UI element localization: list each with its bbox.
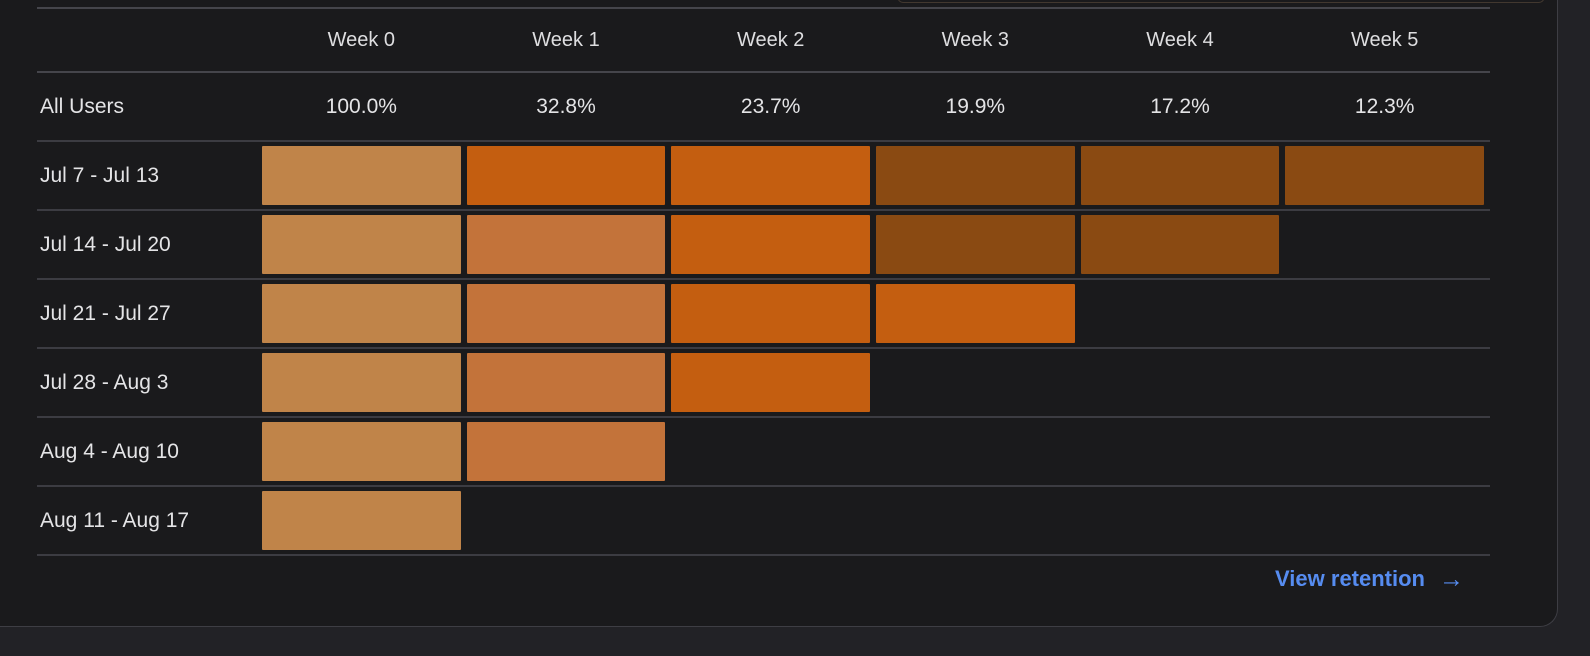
cohort-retention-table: Week 0 Week 1 Week 2 Week 3 Week 4 Week 5 All… [37,7,1490,620]
retention-cell[interactable] [466,215,666,274]
retention-cell[interactable] [1080,215,1280,274]
week-header: Week 4 [1146,28,1214,51]
retention-cell[interactable] [466,353,666,412]
retention-cell[interactable] [262,146,461,205]
retention-cell[interactable] [262,215,461,274]
retention-cell[interactable] [262,491,461,550]
retention-cell[interactable] [262,422,461,481]
cutoff-control-bottom [897,0,1545,3]
cohort-label: Jul 7 - Jul 13 [40,163,160,187]
week-header: Week 1 [532,28,600,51]
retention-cell[interactable] [262,353,461,412]
retention-percentage: 19.9% [945,94,1006,118]
cohort-label: Aug 11 - Aug 17 [40,508,190,532]
retention-percentage: 23.7% [740,94,801,118]
retention-percentage: 17.2% [1150,94,1210,118]
week-header: Week 0 [327,28,396,51]
retention-cell[interactable] [671,215,870,274]
retention-cell[interactable] [1285,146,1484,205]
arrow-right-icon: → [1439,564,1464,593]
retention-percentage: 32.8% [536,94,596,118]
all-users-row: All Users 100.0% 32.8% 23.7% 19.9% 17.2% 12.3… [37,73,1490,142]
view-retention-label: View retention [1275,566,1425,591]
retention-cell[interactable] [671,284,870,343]
retention-cell[interactable] [671,353,870,412]
retention-cell[interactable] [262,284,461,343]
retention-cell[interactable] [1080,146,1280,205]
view-retention-link[interactable]: View retention → [1275,566,1464,592]
footer-row: View retention → [37,556,1490,620]
cohort-row: Jul 28 - Aug 3 [37,349,1490,418]
retention-cell[interactable] [876,146,1075,205]
retention-cell[interactable] [876,284,1075,343]
retention-card: Week 0 Week 1 Week 2 Week 3 Week 4 Week 5 All… [0,0,1558,627]
cohort-row: Jul 7 - Jul 13 [37,142,1490,211]
retention-cell[interactable] [466,284,666,343]
cohort-label: Aug 4 - Aug 10 [40,439,179,463]
cohort-row: Aug 4 - Aug 10 [37,418,1490,487]
cohort-row: Jul 14 - Jul 20 [37,211,1490,280]
cohort-label: Jul 28 - Aug 3 [40,370,169,394]
retention-cell[interactable] [466,422,666,481]
retention-cell[interactable] [466,146,666,205]
week-header: Week 2 [736,28,805,51]
cohort-label: Jul 14 - Jul 20 [40,232,171,256]
cohort-row: Aug 11 - Aug 17 [37,487,1490,556]
week-header: Week 5 [1350,28,1419,51]
retention-percentage: 12.3% [1354,94,1415,118]
retention-cell[interactable] [876,215,1075,274]
cohort-row: Jul 21 - Jul 27 [37,280,1490,349]
week-header: Week 3 [941,28,1010,51]
retention-cell[interactable] [671,146,870,205]
cohort-label: Jul 21 - Jul 27 [40,301,171,325]
retention-percentage: 100.0% [325,94,397,118]
all-users-label: All Users [40,94,125,118]
header-row: Week 0 Week 1 Week 2 Week 3 Week 4 Week 5 [37,9,1490,73]
